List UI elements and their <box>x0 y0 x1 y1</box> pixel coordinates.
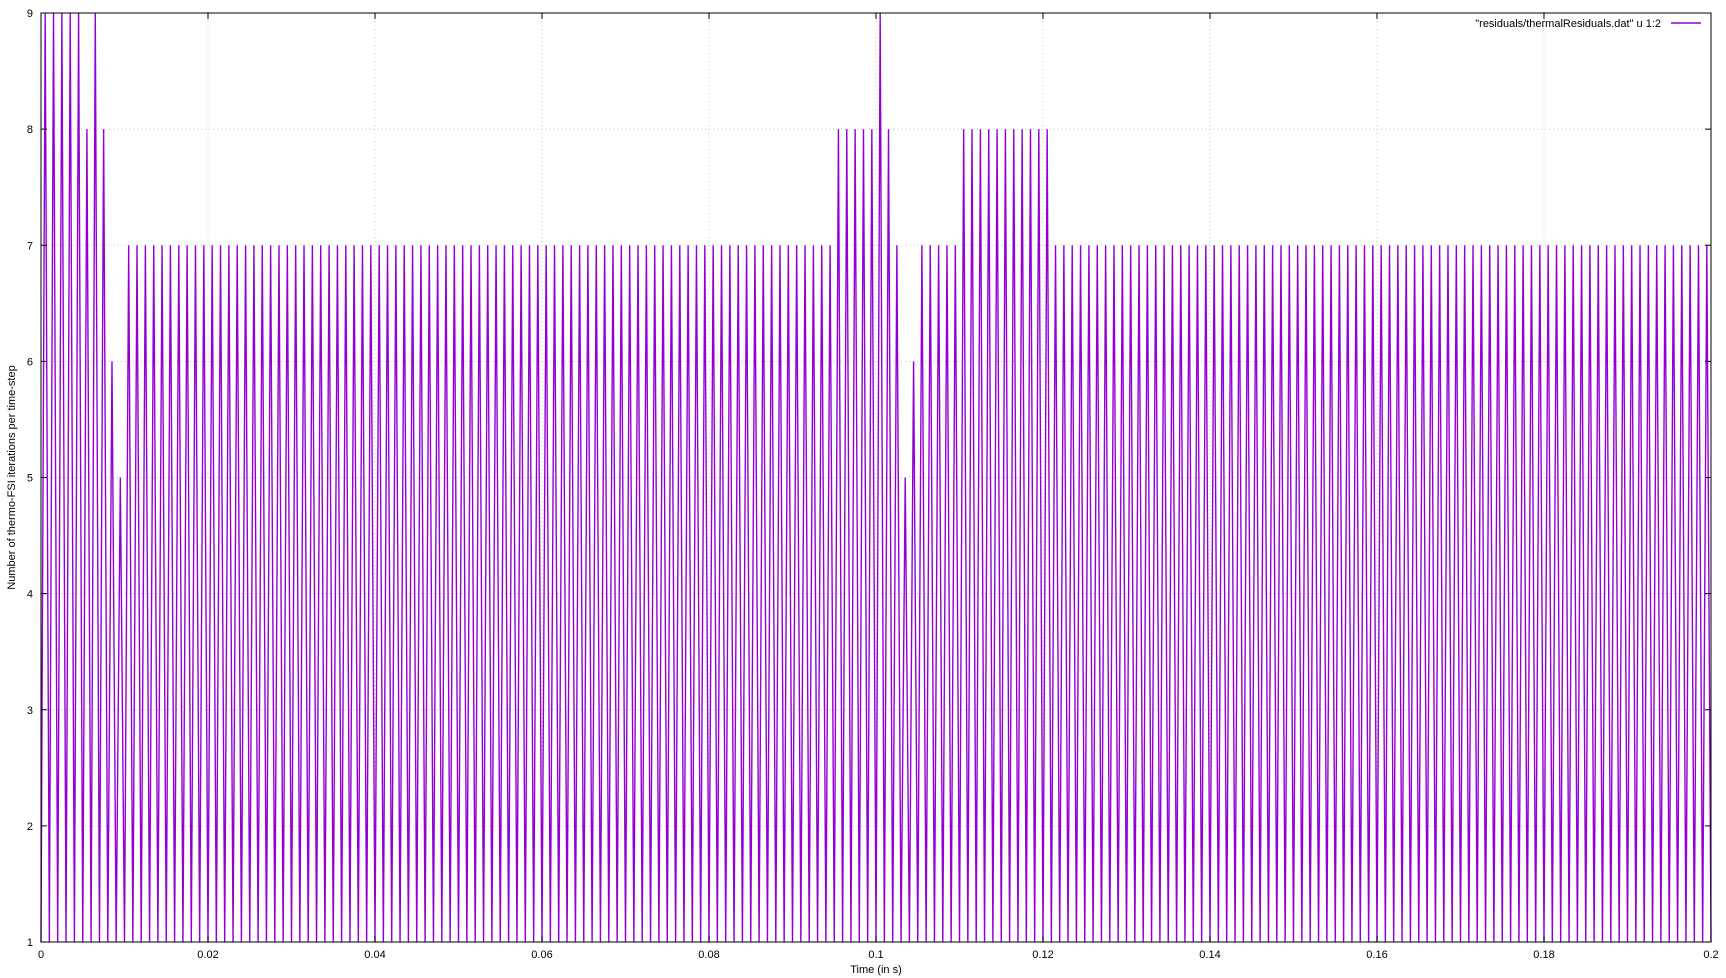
x-tick-label: 0.14 <box>1199 949 1220 961</box>
legend-label: "residuals/thermalResiduals.dat" u 1:2 <box>1475 18 1661 30</box>
y-tick-label: 9 <box>27 8 33 20</box>
y-tick-label: 8 <box>27 124 33 136</box>
x-tick-label: 0.16 <box>1366 949 1387 961</box>
y-tick-label: 6 <box>27 356 33 368</box>
y-tick-label: 5 <box>27 473 33 485</box>
grid-lines <box>41 13 1711 942</box>
y-tick-label: 7 <box>27 240 33 252</box>
y-tick-label: 4 <box>27 589 33 601</box>
x-tick-label: 0.08 <box>698 949 719 961</box>
x-tick-label: 0.2 <box>1703 949 1718 961</box>
y-tick-label: 1 <box>27 937 33 949</box>
axis-ticks: 0 0.02 0.04 0.06 0.08 0.1 0.12 0.14 0.16 0.18 0.2 1… <box>27 8 1719 961</box>
x-tick-label: 0.12 <box>1032 949 1053 961</box>
x-axis-title: Time (in s) <box>850 964 902 976</box>
x-tick-label: 0.1 <box>868 949 883 961</box>
x-tick-label: 0.18 <box>1533 949 1554 961</box>
x-tick-label: 0 <box>38 949 44 961</box>
x-tick-label: 0.06 <box>531 949 552 961</box>
x-tick-label: 0.02 <box>197 949 218 961</box>
y-tick-label: 3 <box>27 705 33 717</box>
y-tick-label: 2 <box>27 821 33 833</box>
y-axis-title: Number of thermo-FSI iterations per time… <box>6 365 18 589</box>
x-tick-label: 0.04 <box>364 949 385 961</box>
legend: "residuals/thermalResiduals.dat" u 1:2 <box>1475 18 1701 30</box>
